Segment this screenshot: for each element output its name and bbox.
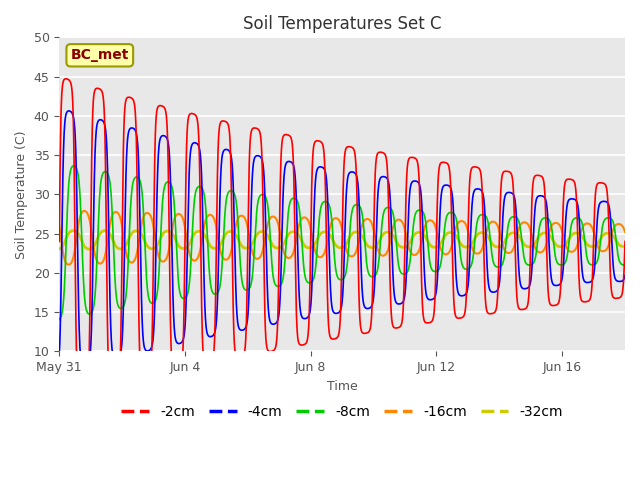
Line: -8cm: -8cm (60, 166, 625, 320)
-32cm (408, 237, 415, 242)
-2cm (408, 155, 415, 160)
-4cm (621, 273, 629, 278)
-16cm (621, 229, 629, 235)
-16cm (621, 228, 628, 234)
-4cm (177, 340, 184, 346)
X-axis label: Time: Time (327, 380, 358, 393)
Y-axis label: Soil Temperature (C): Soil Temperature (C) (15, 130, 28, 259)
-32cm (56, 246, 63, 252)
-32cm (214, 245, 221, 251)
-4cm (65, 108, 73, 114)
-16cm (65, 262, 72, 267)
-32cm (85, 246, 93, 252)
-32cm (621, 243, 628, 249)
-2cm (621, 244, 628, 250)
-32cm (568, 232, 575, 238)
-8cm (568, 222, 575, 228)
-2cm (568, 177, 575, 182)
Line: -16cm: -16cm (60, 211, 625, 264)
-2cm (621, 239, 629, 244)
-4cm (81, 364, 88, 370)
-32cm (177, 245, 184, 251)
-4cm (214, 295, 221, 300)
-16cm (177, 212, 184, 218)
Title: Soil Temperatures Set C: Soil Temperatures Set C (243, 15, 442, 33)
-16cm (408, 251, 415, 256)
Line: -32cm: -32cm (60, 230, 625, 249)
-16cm (56, 223, 63, 228)
-8cm (56, 317, 63, 323)
-8cm (408, 245, 415, 251)
-2cm (62, 76, 70, 82)
-8cm (70, 163, 77, 168)
Text: BC_met: BC_met (70, 48, 129, 62)
-16cm (214, 232, 221, 238)
-2cm (398, 321, 406, 326)
-32cm (621, 243, 629, 249)
-16cm (398, 218, 406, 224)
-4cm (408, 180, 415, 186)
-8cm (397, 270, 405, 276)
-4cm (398, 300, 406, 306)
-16cm (568, 249, 575, 255)
Line: -4cm: -4cm (60, 111, 625, 367)
-2cm (56, 239, 63, 244)
-2cm (214, 166, 221, 172)
-16cm (81, 208, 88, 214)
Line: -2cm: -2cm (60, 79, 625, 399)
-2cm (177, 367, 184, 372)
-8cm (621, 262, 628, 268)
-8cm (214, 290, 221, 296)
-8cm (177, 292, 184, 298)
-32cm (70, 228, 77, 233)
-4cm (56, 351, 63, 357)
-2cm (77, 396, 85, 402)
-4cm (621, 273, 628, 279)
Legend: -2cm, -4cm, -8cm, -16cm, -32cm: -2cm, -4cm, -8cm, -16cm, -32cm (116, 399, 568, 424)
-8cm (621, 262, 629, 268)
-32cm (398, 244, 406, 250)
-4cm (568, 196, 575, 202)
